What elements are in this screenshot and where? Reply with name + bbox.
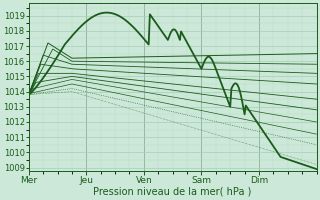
X-axis label: Pression niveau de la mer( hPa ): Pression niveau de la mer( hPa ) [93, 187, 252, 197]
